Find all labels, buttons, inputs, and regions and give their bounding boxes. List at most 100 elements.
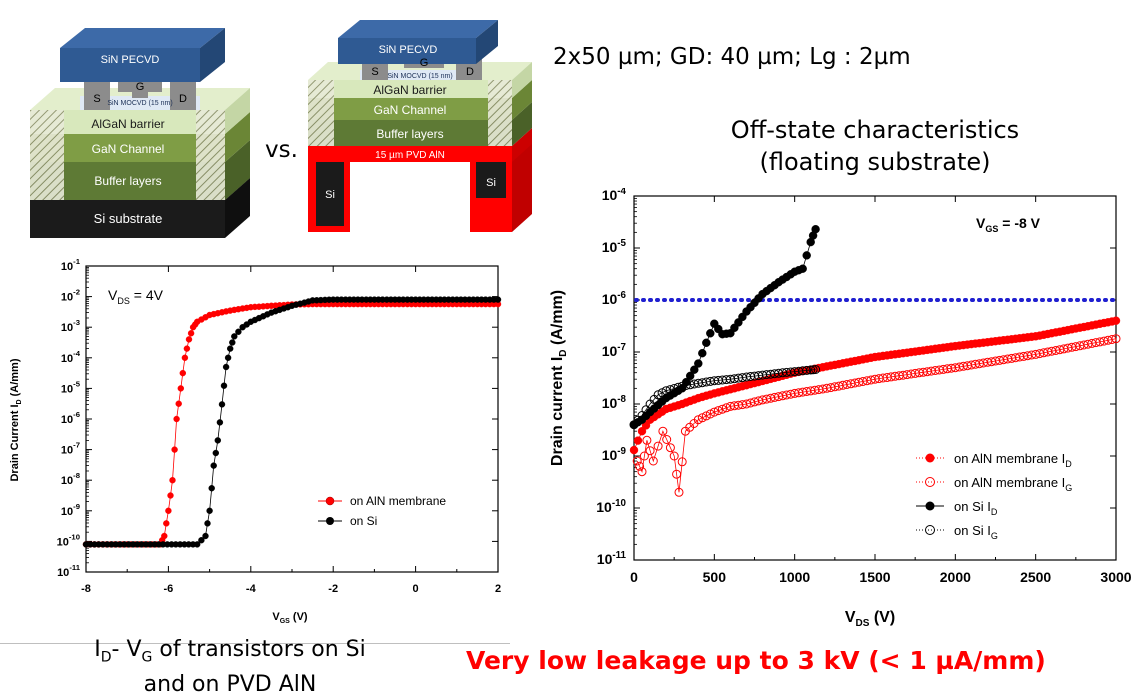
x-tick-label: 0 <box>413 583 419 595</box>
contact-label-d-r: D <box>466 66 474 78</box>
data-point <box>179 369 187 377</box>
data-point <box>177 385 185 392</box>
data-point <box>208 484 215 492</box>
series-1 <box>632 334 1121 497</box>
data-point <box>672 469 682 479</box>
contact-label-s-r: S <box>371 66 378 78</box>
legend-marker-aln-ig <box>925 477 935 487</box>
legend-marker-si-ig <box>925 525 935 535</box>
substrate-front <box>30 200 225 238</box>
data-point <box>183 345 191 352</box>
offstate-title: Off-state characteristics (floating subs… <box>700 116 1050 176</box>
layer-label-aln-r: 15 µm PVD AlN <box>375 150 445 161</box>
data-point <box>648 456 658 466</box>
data-point <box>165 507 172 514</box>
y-tick-label: 10-10 <box>57 532 80 548</box>
data-point <box>218 401 226 408</box>
source-contact <box>84 82 110 110</box>
data-point <box>701 411 711 421</box>
data-point <box>709 407 719 417</box>
data-point <box>742 399 751 409</box>
axis-ticks: -8 -6 -4 -2 0 2 10-11 10-10 10-9 10-8 10-7 10-6 10-5… <box>57 257 501 595</box>
data-point <box>669 451 679 461</box>
x-tick-label: 3000 <box>1100 569 1131 585</box>
device-diagram-on-si: SiN PECVD SiN MOCVD (15 nm) AlGaN barrie… <box>30 28 250 238</box>
data-point <box>214 437 222 444</box>
data-point <box>635 461 645 471</box>
data-point <box>674 487 684 497</box>
data-point <box>181 354 189 362</box>
y-axis-label: Drain current ID (A/mm) <box>549 290 569 466</box>
series-line <box>633 229 816 426</box>
series-3 <box>629 365 821 430</box>
data-point <box>662 435 672 444</box>
data-point <box>693 415 703 425</box>
data-point <box>187 330 195 337</box>
data-point <box>702 338 711 348</box>
data-point <box>229 339 236 346</box>
x-tick-label: 2000 <box>940 569 971 585</box>
leakage-claim: Very low leakage up to 3 kV (< 1 µA/mm) <box>466 646 1046 675</box>
y-tick-label: 10-1 <box>61 257 81 273</box>
data-point <box>633 436 643 445</box>
y-tick-label: 10-2 <box>61 288 80 304</box>
data-point <box>204 520 211 527</box>
data-point <box>629 445 639 455</box>
y-tick-label: 10-8 <box>602 394 627 411</box>
offstate-title-line1: Off-state characteristics <box>730 116 1020 144</box>
y-tick-label: 10-4 <box>602 188 627 203</box>
legend-marker-aln-id <box>925 453 935 463</box>
data-point <box>212 449 220 457</box>
data-point <box>198 537 205 544</box>
data-point <box>677 457 687 467</box>
data-point <box>705 409 715 419</box>
data-point <box>641 421 651 430</box>
data-point <box>175 400 182 407</box>
data-points <box>82 296 502 548</box>
aln-layer-front <box>308 146 512 162</box>
data-point <box>206 507 213 514</box>
data-point <box>224 354 232 362</box>
data-point <box>811 365 821 374</box>
caption-line1: ID- VG of transistors on Si <box>94 637 366 666</box>
data-point <box>1111 316 1121 325</box>
offstate-title-line2: (floating substrate) <box>759 148 991 176</box>
layer-label-sin-pecvd: SiN PECVD <box>101 54 160 66</box>
layer-label-buffer: Buffer layers <box>94 174 161 188</box>
x-tick-label: -8 <box>81 583 91 595</box>
legend-marker-si-id <box>925 501 935 511</box>
axis-ticks: 0 500 1000 1500 2000 2500 3000 10-11 10-10 10-9 10… <box>596 188 1132 585</box>
x-tick-label: 0 <box>630 569 638 585</box>
x-axis-label: VDS (V) <box>845 609 895 629</box>
legend-label-aln: on AlN membrane <box>350 494 446 508</box>
plot-frame <box>85 265 499 573</box>
layer-label-buffer-r: Buffer layers <box>376 127 443 141</box>
data-point <box>216 419 224 426</box>
data-point <box>632 456 642 466</box>
sin-pecvd-front <box>60 48 200 82</box>
data-point <box>235 328 242 336</box>
legend-label-aln-id: on AlN membrane ID <box>954 451 1072 469</box>
caption-id-vg: ID- VG of transistors on Si and on PVD A… <box>20 636 440 699</box>
offstate-chart: 0 500 1000 1500 2000 2500 3000 10-11 10-10 10-9 10… <box>549 188 1132 629</box>
si-leg-label-left: Si <box>325 189 335 201</box>
series-line <box>636 338 1117 493</box>
y-tick-label: 10-7 <box>602 342 627 359</box>
contact-label-s: S <box>93 93 100 105</box>
legend-label-aln-ig: on AlN membrane IG <box>954 475 1072 493</box>
data-point <box>231 333 238 340</box>
legend: on AlN membrane on Si <box>318 494 446 528</box>
y-tick-label: 10-7 <box>61 441 80 457</box>
data-point <box>169 476 176 484</box>
y-tick-label: 10-8 <box>61 471 81 487</box>
x-tick-label: 500 <box>703 569 727 585</box>
data-point <box>210 462 217 469</box>
drain-contact <box>170 82 196 110</box>
data-point <box>161 532 168 540</box>
data-point <box>690 365 699 374</box>
vds-annotation: VDS = 4V <box>108 287 164 306</box>
contact-label-g-r: G <box>420 57 429 69</box>
data-point <box>698 348 707 358</box>
data-point <box>802 365 812 375</box>
data-point <box>665 443 675 453</box>
